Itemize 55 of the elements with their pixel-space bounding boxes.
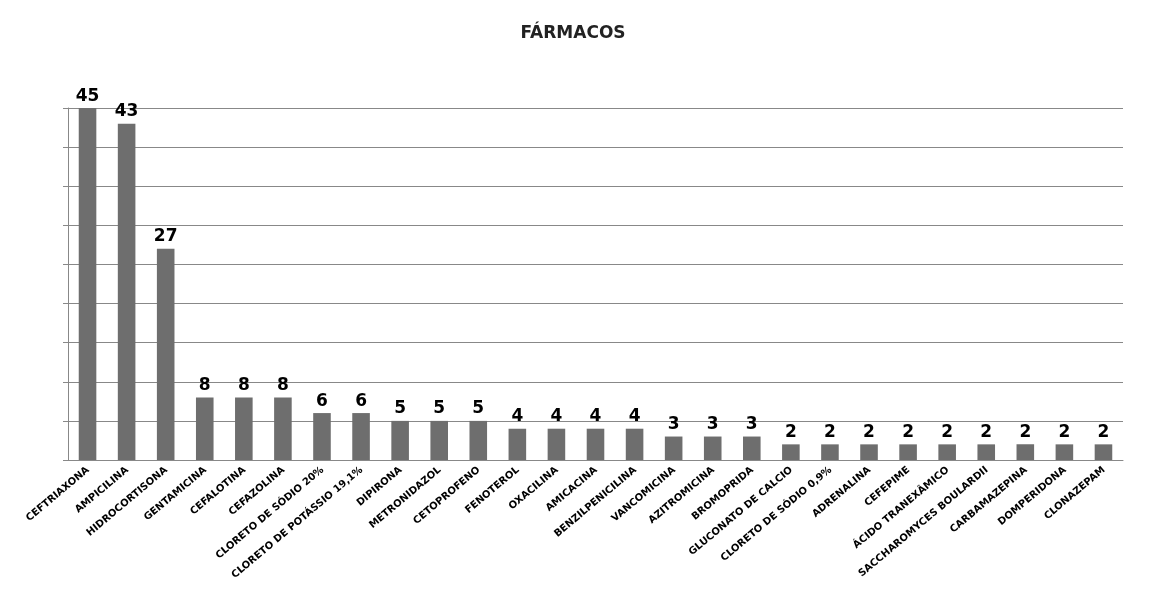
data-label: 3	[706, 413, 719, 434]
bar	[352, 413, 370, 460]
data-label: 45	[75, 84, 100, 105]
bar	[821, 444, 839, 460]
bar	[586, 428, 605, 460]
bar	[782, 444, 800, 460]
data-label: 2	[980, 420, 993, 441]
bar	[235, 397, 253, 460]
data-label: 5	[394, 397, 407, 418]
bar	[156, 248, 175, 460]
data-label: 2	[784, 420, 797, 441]
data-label: 2	[863, 420, 875, 441]
data-label: 8	[237, 373, 250, 394]
bar	[508, 428, 527, 460]
data-label: 3	[745, 413, 758, 434]
data-label: 5	[433, 397, 446, 418]
bar	[117, 123, 136, 460]
data-label: 8	[276, 373, 289, 394]
data-label: 6	[316, 389, 328, 410]
bar	[313, 413, 331, 460]
bar	[391, 420, 409, 460]
bar	[743, 436, 761, 460]
data-label: 2	[902, 420, 915, 441]
bar	[547, 428, 566, 460]
bar	[860, 444, 878, 460]
data-label: 8	[198, 373, 211, 394]
data-label: 4	[511, 405, 524, 426]
data-label: 2	[1019, 420, 1032, 441]
data-label: 2	[1097, 420, 1110, 441]
data-label: 2	[1058, 420, 1071, 441]
data-label: 4	[550, 405, 563, 426]
data-label: 4	[589, 405, 602, 426]
bar	[899, 444, 917, 460]
bar	[625, 428, 644, 460]
bar	[195, 397, 214, 460]
bar	[977, 444, 996, 460]
data-label: 2	[941, 420, 954, 441]
data-label: 4	[628, 405, 641, 426]
bar	[703, 436, 722, 460]
data-label: 3	[667, 413, 680, 434]
bar	[1016, 444, 1035, 460]
bar	[938, 444, 956, 460]
bar	[664, 436, 683, 460]
bar	[430, 420, 448, 460]
data-label: 2	[824, 420, 836, 441]
data-label: 6	[355, 389, 367, 410]
data-label: 27	[153, 225, 178, 246]
bar	[1055, 444, 1074, 460]
bar	[469, 420, 488, 460]
data-label: 43	[114, 100, 139, 121]
bar	[1094, 444, 1113, 460]
bar	[274, 397, 292, 460]
bar	[78, 108, 97, 460]
chart-title: FÁRMACOS	[520, 20, 626, 42]
data-label: 5	[472, 397, 485, 418]
